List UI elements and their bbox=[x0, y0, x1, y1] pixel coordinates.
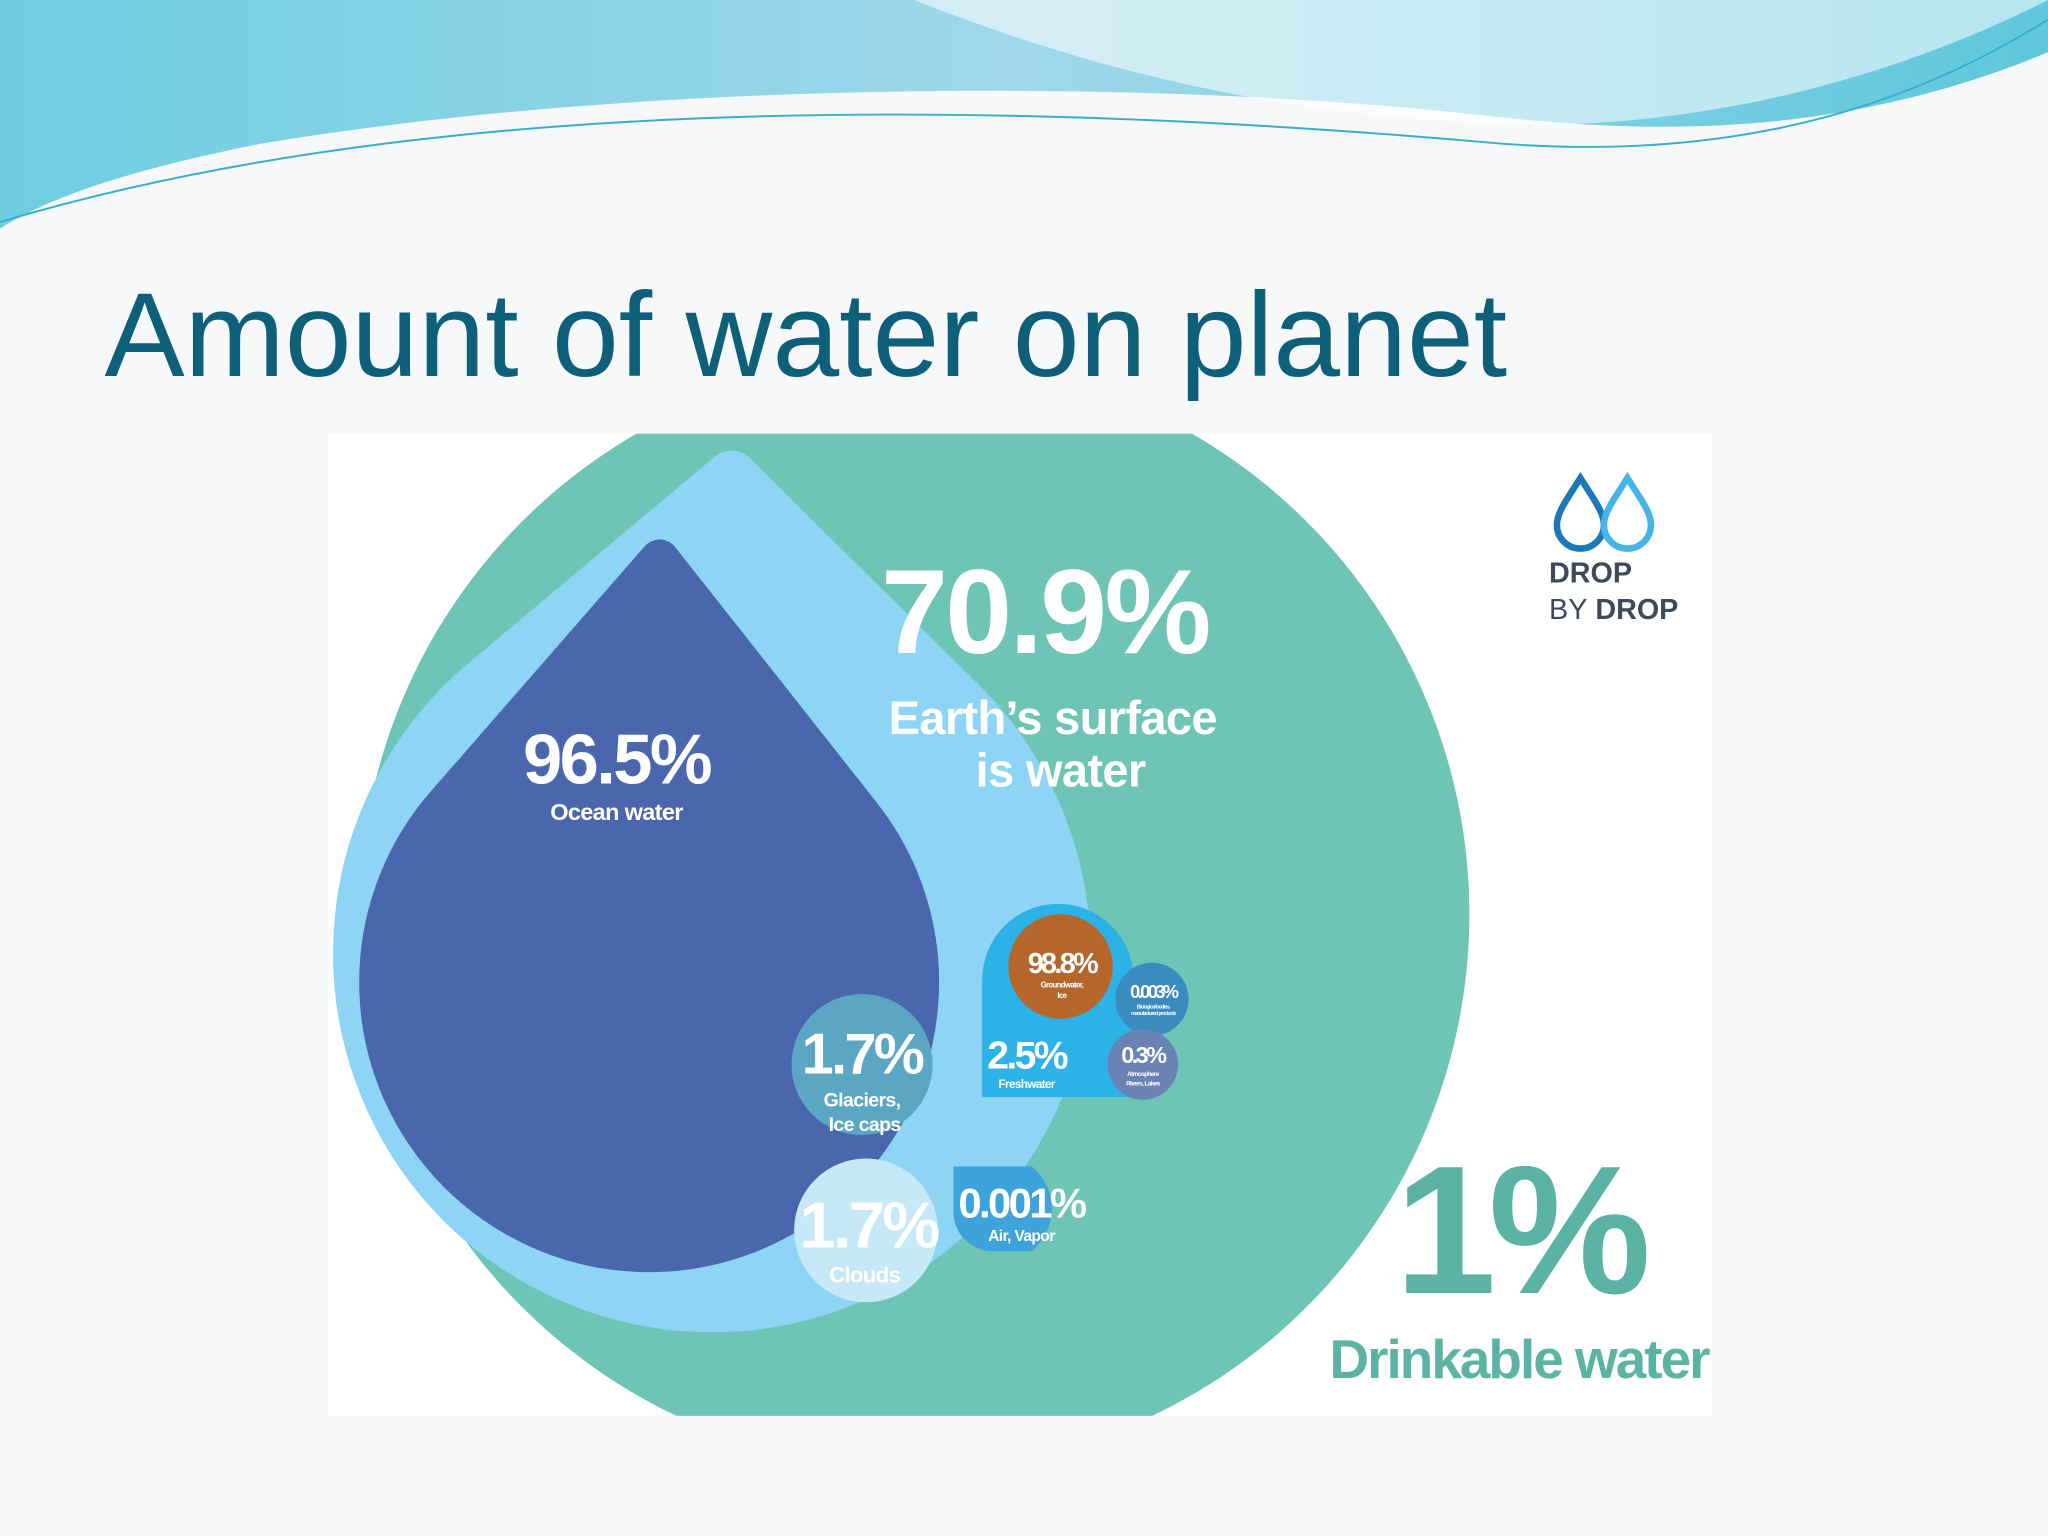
freshwater-label: Freshwater bbox=[999, 1078, 1056, 1091]
drinkable-value: 1% bbox=[1395, 1127, 1647, 1332]
header-wave-highlight bbox=[914, 0, 2048, 125]
logo: DROP BY DROP bbox=[1549, 471, 1678, 626]
logo-text: DROP bbox=[1549, 558, 1632, 590]
surface-label: Earth’s surface bbox=[889, 691, 1217, 744]
groundwater-value: 98.8% bbox=[1028, 948, 1098, 980]
logo-text: BY DROP bbox=[1549, 594, 1678, 626]
infographic-shapes bbox=[333, 433, 1470, 1416]
biological-label: Biological bodies, bbox=[1137, 1004, 1171, 1010]
glaciers-bubble bbox=[791, 993, 933, 1136]
logo-text-light: BY bbox=[1549, 594, 1587, 626]
header-line bbox=[0, 18, 2048, 223]
biological-value: 0.003% bbox=[1130, 981, 1179, 1002]
air-label: Air, Vapor bbox=[988, 1228, 1055, 1245]
rivers-label: Rivers, Lakes bbox=[1126, 1080, 1161, 1087]
groundwater-label: Groundwater, bbox=[1041, 980, 1084, 989]
air-bubble bbox=[953, 1166, 1052, 1252]
ocean-value: 96.5% bbox=[523, 720, 711, 799]
slide-title: Amount of water on planet bbox=[104, 268, 1507, 402]
logo-drop bbox=[1553, 471, 1608, 552]
drinkable-label: Drinkable water bbox=[1329, 1328, 1710, 1390]
surface-value: 70.9% bbox=[881, 545, 1209, 679]
surface-label: is water bbox=[976, 743, 1146, 796]
clouds-label: Clouds bbox=[829, 1263, 901, 1288]
freshwater-value: 2.5% bbox=[987, 1034, 1068, 1077]
groundwater-bubble bbox=[1008, 914, 1113, 1019]
ocean-label: Ocean water bbox=[550, 799, 683, 825]
ocean-drop bbox=[359, 539, 940, 1273]
biological-bubble bbox=[1115, 962, 1189, 1036]
rivers-label: Atmosphere bbox=[1127, 1071, 1160, 1078]
biological-label: manufactured products bbox=[1131, 1011, 1176, 1017]
clouds-bubble bbox=[794, 1158, 938, 1303]
logo-text-bold: DROP bbox=[1595, 594, 1678, 626]
glaciers-label: Ice caps bbox=[829, 1114, 902, 1136]
rivers-bubble bbox=[1107, 1029, 1179, 1100]
air-value: 0.001% bbox=[958, 1179, 1086, 1226]
glaciers-label: Glaciers, bbox=[824, 1089, 901, 1111]
infographic: 70.9% Earth’s surface is water 96.5% Oce… bbox=[327, 433, 1713, 1416]
glaciers-value: 1.7% bbox=[802, 1023, 924, 1087]
logo-drop bbox=[1600, 471, 1655, 552]
clouds-value: 1.7% bbox=[799, 1188, 939, 1261]
rivers-value: 0.3% bbox=[1121, 1042, 1167, 1068]
groundwater-label: Ice bbox=[1057, 991, 1067, 1000]
